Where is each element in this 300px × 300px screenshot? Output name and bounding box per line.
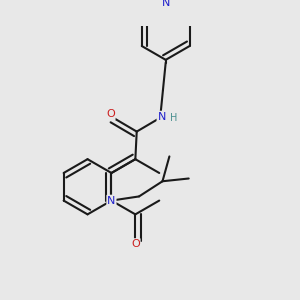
Text: O: O (106, 109, 115, 119)
Text: N: N (161, 0, 170, 8)
Text: H: H (170, 113, 178, 123)
Text: O: O (131, 239, 140, 249)
Text: N: N (107, 196, 116, 206)
Text: N: N (158, 112, 166, 122)
